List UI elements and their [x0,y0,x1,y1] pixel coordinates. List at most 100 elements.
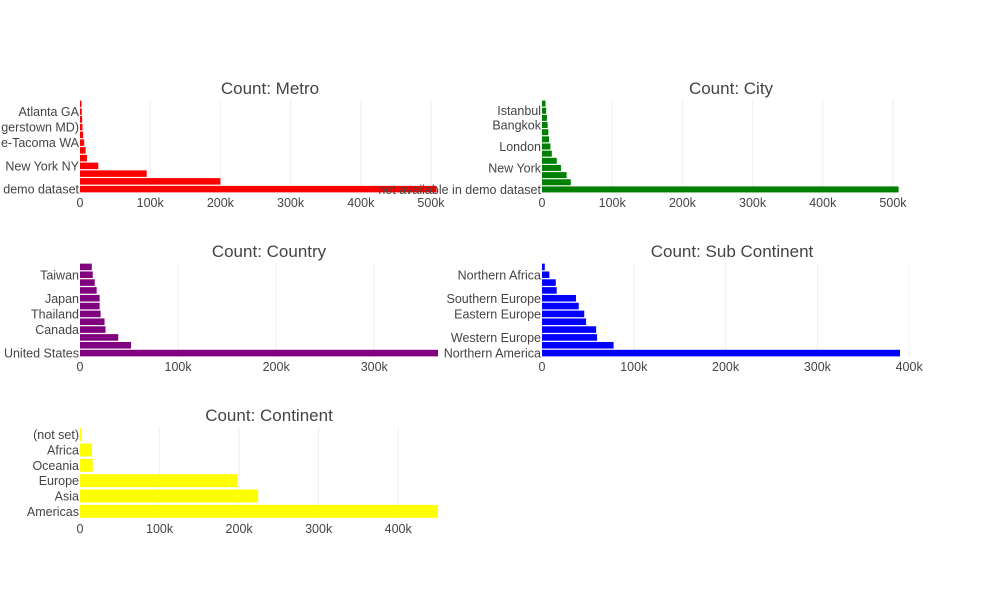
chart-title: Count: Continent [205,406,333,425]
y-tick-label: New York NY [5,159,79,173]
x-tick-label: 0 [77,360,84,374]
x-tick-label: 200k [263,360,291,374]
x-tick-label: 500k [879,196,907,210]
x-tick-label: 100k [137,196,165,210]
bar [80,279,95,286]
x-tick-label: 0 [539,360,546,374]
bar [542,122,548,129]
y-tick-label: Southern Europe [446,292,541,306]
x-tick-label: 0 [77,196,84,210]
bar [542,263,545,271]
bar [80,116,83,123]
x-tick-label: 0 [77,522,84,536]
bar [80,131,84,139]
x-tick-label: 100k [620,360,648,374]
bar [80,504,438,518]
x-tick-label: 200k [207,196,235,210]
chart-panel-city: not available in demo dataset New York Lon… [378,79,907,210]
bar [80,108,82,115]
bar [80,147,86,154]
y-tick-label: United States [4,347,79,361]
bar [542,279,556,286]
chart-title: Count: Sub Continent [651,242,814,261]
bar [80,326,106,333]
bar [542,302,579,310]
bar [80,489,259,503]
bar [80,154,88,162]
y-tick-label: New York [488,161,542,175]
x-tick-label: 400k [809,196,837,210]
x-tick-label: 100k [165,360,193,374]
y-tick-label: Europe [39,474,79,488]
y-tick-label: Istanbul [497,104,541,118]
bar [542,287,557,294]
y-tick-label: Taiwan [40,268,79,282]
bar [80,294,100,302]
bar [542,114,547,121]
x-tick-label: 100k [146,522,174,536]
y-tick-label: Asia [55,490,79,504]
bar [542,143,551,150]
x-tick-label: 300k [739,196,767,210]
x-tick-label: 200k [226,522,254,536]
y-tick-label: not available in demo dataset [378,183,541,197]
y-tick-label: Northern Africa [458,268,541,282]
x-tick-label: 300k [305,522,333,536]
chart-panel-metro: demo dataset New York NY e-Tacoma WAgersto… [1,79,445,210]
x-tick-label: 300k [277,196,305,210]
y-tick-label: (not set) [33,428,79,442]
bar [80,458,93,472]
x-tick-label: 400k [896,360,924,374]
bar [542,349,900,357]
bar [542,136,550,143]
bar [542,150,552,157]
y-tick-label: Atlanta GA [19,105,80,119]
bar [80,310,101,318]
chart-panel-subcontinent: Northern America Western Europe Eastern Eu… [444,242,924,374]
bar [80,170,147,177]
bar [80,178,221,185]
x-tick-label: 100k [599,196,627,210]
x-tick-label: 200k [669,196,697,210]
bar [542,310,585,318]
y-tick-label: Northern America [444,347,541,361]
bar [80,287,97,294]
bar [542,164,561,171]
bar [80,428,82,442]
bar [542,129,549,136]
y-tick-label: Oceania [32,459,79,473]
bar [542,326,597,333]
y-tick-label: Western Europe [451,331,541,345]
bar [542,107,547,114]
bar [80,162,99,170]
x-tick-label: 500k [417,196,445,210]
bar [80,474,238,488]
y-tick-label: Eastern Europe [454,307,541,321]
y-tick-label: Africa [47,444,79,458]
bar [542,294,576,302]
bar [80,349,438,357]
bar [80,139,85,146]
bar [80,100,82,108]
chart-title: Count: City [689,79,774,98]
y-tick-label: Japan [45,292,79,306]
bar [80,443,92,457]
bar [80,302,100,310]
chart-title: Count: Metro [221,79,319,98]
x-tick-label: 200k [712,360,740,374]
bar [542,100,546,107]
bar [80,123,83,131]
y-tick-label: gerstown MD) [1,121,79,135]
bar [80,271,93,279]
bar [80,318,105,326]
y-tick-label: e-Tacoma WA [1,136,80,150]
bar [80,334,119,341]
bar [542,334,598,341]
x-tick-label: 0 [539,196,546,210]
x-tick-label: 300k [804,360,832,374]
y-tick-label: Americas [27,505,79,519]
bar [542,271,550,279]
y-tick-label: demo dataset [3,183,79,197]
